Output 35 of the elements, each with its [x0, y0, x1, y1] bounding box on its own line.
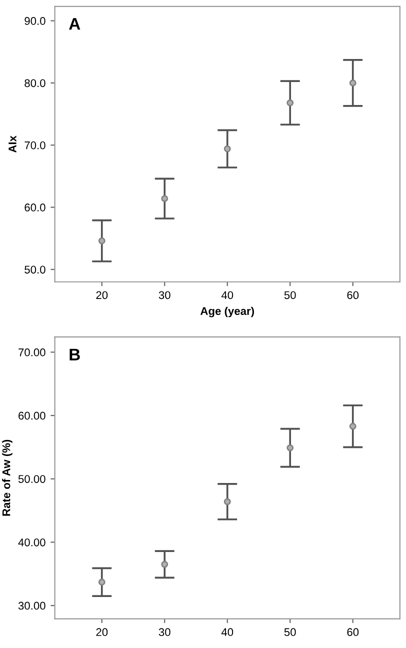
y-tick-label: 60.00	[18, 412, 46, 420]
y-tick-label: 30.00	[18, 602, 46, 610]
y-tick-label: 70.00	[18, 348, 46, 356]
x-tick-label: 40	[221, 291, 234, 300]
point	[224, 498, 231, 506]
y-tick-label: 50.0	[24, 266, 46, 274]
y-tick-label: 80.0	[24, 79, 46, 88]
x-tick-label: 40	[221, 628, 234, 636]
point	[286, 444, 294, 452]
x-tick-label: 20	[96, 628, 108, 636]
point	[286, 99, 294, 106]
y-tick-label: 90.0	[24, 17, 46, 25]
x-tick-label: 50	[284, 291, 296, 300]
point	[98, 237, 106, 244]
point	[161, 560, 168, 568]
y-tick-label: 70.0	[24, 141, 46, 150]
y-tick-label: 50.00	[18, 475, 46, 483]
x-tick-label: 30	[158, 628, 170, 636]
y-tick-label: 40.00	[18, 538, 46, 546]
point	[161, 195, 168, 202]
y-tick-label: 60.0	[24, 204, 46, 212]
annotation: A	[69, 18, 80, 30]
y-axis-title: AIx	[8, 136, 16, 153]
point	[349, 422, 356, 430]
x-tick-label: 30	[158, 291, 170, 300]
point	[349, 79, 356, 86]
point	[98, 578, 106, 586]
annotation: B	[70, 348, 80, 360]
x-tick-label: 50	[284, 628, 296, 636]
x-tick-label: 20	[96, 291, 108, 300]
x-tick-label: 60	[347, 628, 359, 636]
x-axis-title: Age (year)	[200, 306, 254, 318]
point	[224, 145, 231, 152]
x-tick-label: 60	[347, 291, 359, 300]
y-axis-title: Rate of Aw (%)	[2, 440, 12, 516]
